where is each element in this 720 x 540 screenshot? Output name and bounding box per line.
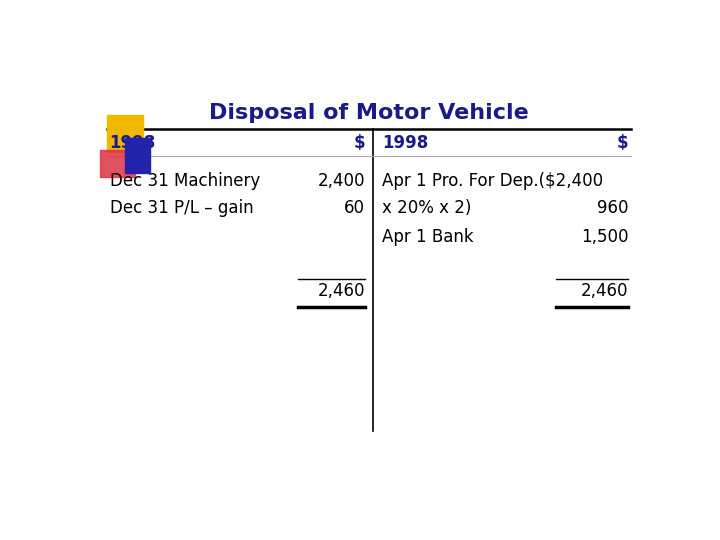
Text: Disposal of Motor Vehicle: Disposal of Motor Vehicle: [209, 103, 529, 123]
Text: Dec 31 Machinery: Dec 31 Machinery: [109, 172, 260, 190]
Text: Dec 31 P/L – gain: Dec 31 P/L – gain: [109, 199, 253, 217]
Text: 2,460: 2,460: [581, 282, 629, 300]
Text: x 20% x 2): x 20% x 2): [382, 199, 471, 217]
Text: 1998: 1998: [382, 134, 428, 152]
Text: 60: 60: [344, 199, 365, 217]
Bar: [125, 138, 150, 173]
Text: 2,400: 2,400: [318, 172, 365, 190]
Text: Apr 1 Bank: Apr 1 Bank: [382, 228, 474, 246]
Text: 1,500: 1,500: [581, 228, 629, 246]
Text: 1998: 1998: [109, 134, 156, 152]
Text: 960: 960: [597, 199, 629, 217]
Bar: [100, 150, 135, 177]
Text: Apr 1 Pro. For Dep.($2,400: Apr 1 Pro. For Dep.($2,400: [382, 172, 603, 190]
Bar: [107, 114, 143, 152]
Text: 2,460: 2,460: [318, 282, 365, 300]
Text: $: $: [617, 134, 629, 152]
Text: $: $: [354, 134, 365, 152]
